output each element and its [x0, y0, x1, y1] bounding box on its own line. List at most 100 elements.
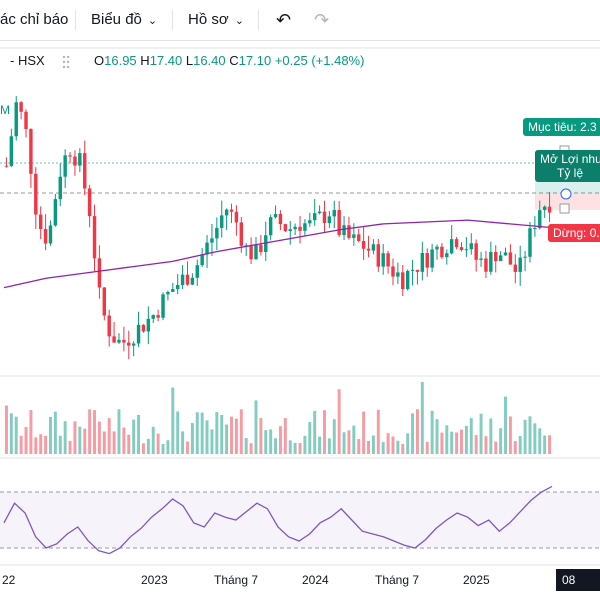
candle-body — [249, 245, 253, 260]
toolbar-divider — [75, 10, 76, 30]
candle-body — [215, 227, 219, 239]
candle-body — [288, 229, 292, 232]
candle-body — [87, 188, 92, 217]
candle-body — [445, 253, 449, 258]
volume-bar — [469, 418, 473, 454]
volume-bar — [83, 428, 87, 454]
volume-bar — [528, 416, 532, 454]
volume-bar — [499, 428, 503, 454]
volume-bar — [9, 413, 13, 454]
candle-body — [342, 225, 346, 236]
open-value: 16.95 — [104, 53, 137, 68]
candle-body — [171, 289, 175, 292]
volume-series — [4, 382, 552, 454]
volume-bar — [68, 440, 72, 454]
symbol-legend[interactable]: - HSX — [10, 53, 45, 68]
candle-body — [205, 242, 209, 255]
volume-bar — [88, 409, 92, 454]
candle-body — [337, 210, 341, 236]
volume-bar — [396, 440, 400, 454]
volume-bar — [376, 409, 380, 454]
stop-zone[interactable] — [535, 194, 600, 210]
candle-body — [9, 136, 14, 166]
stop-tag[interactable]: Dừng: 0. — [548, 224, 600, 242]
candle-body — [175, 285, 180, 290]
candle-body — [347, 225, 351, 238]
volume-bar — [171, 387, 175, 454]
volume-bar — [489, 418, 493, 454]
drag-handle-icon[interactable] — [559, 203, 570, 214]
volume-bar — [141, 443, 145, 454]
candle-body — [513, 264, 518, 272]
volume-bar — [34, 437, 38, 454]
volume-bar — [401, 443, 405, 454]
profit-line-2: Tỷ lệ — [556, 166, 583, 180]
top-toolbar: ác chỉ báo Biểu đồ ⌄ Hồ sơ ⌄ ↶ ↷ — [0, 0, 600, 41]
candle-body — [352, 234, 356, 238]
candle-body — [435, 246, 439, 250]
target-tag[interactable]: Mục tiêu: 2.3 — [523, 118, 600, 136]
volume-bar — [4, 405, 8, 454]
candle-body — [156, 315, 160, 318]
candle-body — [317, 211, 322, 214]
chart-canvas[interactable] — [0, 0, 600, 600]
candle-body — [538, 210, 542, 229]
low-key: L — [185, 53, 194, 68]
chart-type-button[interactable]: Biểu đồ ⌄ — [91, 0, 157, 40]
volume-bar — [269, 429, 273, 454]
volume-bar — [127, 434, 131, 454]
volume-bar — [332, 419, 336, 454]
candle-body — [381, 253, 385, 267]
volume-bar — [464, 425, 468, 454]
volume-bar — [445, 425, 449, 454]
toolbar-divider — [258, 10, 259, 30]
candle-body — [498, 255, 503, 262]
time-label: 2023 — [141, 573, 168, 587]
volume-bar — [249, 443, 253, 454]
volume-bar — [200, 412, 204, 454]
candle-body — [459, 247, 464, 250]
candle-body — [63, 155, 67, 177]
undo-icon[interactable]: ↶ — [276, 10, 292, 30]
volume-bar — [293, 442, 297, 454]
candle-body — [523, 256, 527, 258]
candle-body — [264, 235, 268, 253]
candle-body — [24, 111, 28, 130]
close-value: 17.10 — [238, 53, 272, 68]
candle-body — [518, 257, 522, 272]
volume-bar — [381, 442, 385, 454]
volume-bar — [278, 426, 282, 454]
indicators-button[interactable]: ác chỉ báo — [0, 0, 68, 40]
drag-handle-icon[interactable] — [560, 188, 572, 200]
volume-bar — [323, 410, 326, 454]
chevron-down-icon: ⌄ — [234, 15, 244, 27]
volume-bar — [49, 416, 52, 454]
volume-bar — [274, 438, 278, 454]
candle-body — [136, 324, 141, 344]
volume-bar — [460, 429, 463, 454]
candle-body — [73, 156, 77, 166]
candle-body — [440, 246, 444, 258]
volume-bar — [166, 440, 170, 454]
redo-icon[interactable]: ↷ — [314, 10, 330, 30]
volume-bar — [357, 439, 361, 454]
volume-bar — [342, 432, 346, 454]
candle-body — [503, 252, 508, 256]
candle-body — [312, 213, 317, 221]
candle-body — [484, 258, 488, 272]
volume-bar — [29, 410, 33, 454]
profile-button[interactable]: Hồ sơ ⌄ — [188, 0, 244, 40]
candle-body — [298, 226, 302, 231]
profit-tag[interactable]: Mở Lợi nhu Tỷ lệ — [535, 150, 600, 182]
volume-bar — [137, 414, 141, 454]
candle-body — [278, 214, 283, 225]
volume-bar — [420, 382, 424, 454]
volume-bar — [533, 423, 537, 454]
volume-bar — [313, 410, 317, 454]
volume-bar — [161, 443, 165, 454]
candle-body — [166, 291, 170, 295]
candle-body — [420, 253, 425, 272]
open-key: O — [94, 53, 105, 68]
volume-bar — [215, 411, 219, 454]
candle-body — [102, 287, 107, 316]
